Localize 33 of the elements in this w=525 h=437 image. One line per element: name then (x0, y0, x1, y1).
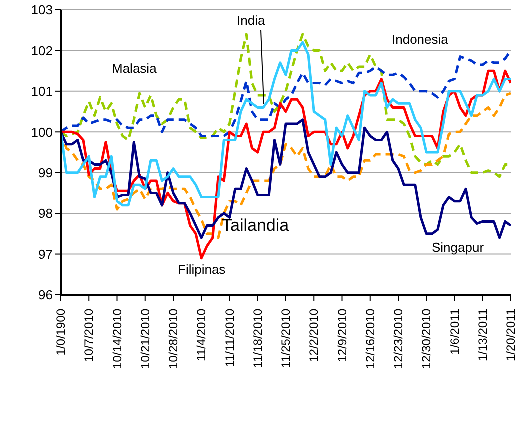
x-tick-label: 12/9/2010 (335, 308, 350, 362)
x-tick-label: 12/30/2010 (420, 308, 434, 370)
x-tick-label: 11/11/2010 (222, 308, 237, 368)
x-tick-label: 1/20/2011 (504, 308, 518, 362)
line-series (61, 118, 511, 240)
line-series (61, 92, 511, 240)
x-tick-label: 10/21/2010 (138, 308, 152, 370)
x-tick-label: 10/7/2010 (82, 308, 96, 362)
series-label: Indonesia (392, 32, 448, 48)
series-label: Tailandia (222, 216, 290, 236)
series-label: Malasia (112, 61, 157, 76)
series-label: Filipinas (178, 262, 226, 278)
x-tick-label: 10/14/2010 (110, 308, 124, 370)
y-tick-label: 97 (38, 246, 53, 262)
series-label: Singapur (432, 240, 484, 256)
x-tick-label: 12/23/2010 (392, 308, 406, 370)
y-tick-label: 100 (31, 124, 53, 140)
x-tick-label: 10/28/2010 (166, 308, 180, 370)
x-tick-label: 11/18/2010 (250, 308, 265, 368)
y-tick-label: 98 (38, 206, 53, 222)
y-tick-label: 103 (31, 2, 53, 18)
x-tick-label: 12/2/2010 (307, 308, 322, 362)
x-tick-label: 1/0/1900 (54, 308, 68, 356)
x-tick-label: 11/25/2010 (279, 308, 293, 368)
y-tick-label: 96 (38, 288, 53, 303)
y-tick-label: 99 (38, 165, 53, 180)
text: India (237, 13, 266, 28)
y-tick-label: 101 (31, 84, 53, 100)
x-tick-label: 12/16/2010 (363, 308, 378, 370)
x-tick-label: 1/13/2011 (476, 308, 490, 362)
y-tick-label: 102 (31, 43, 53, 58)
x-tick-label: 11/4/2010 (194, 308, 209, 362)
x-tick-label: 1/6/2011 (448, 308, 462, 355)
